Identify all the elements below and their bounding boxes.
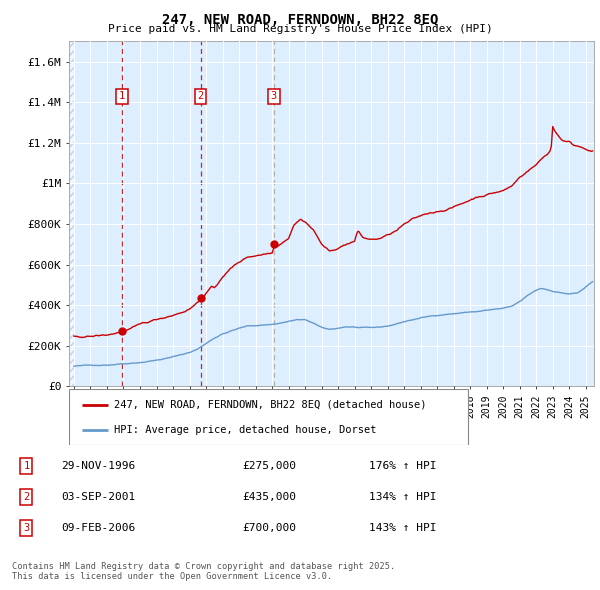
Text: 3: 3: [271, 91, 277, 101]
Text: 143% ↑ HPI: 143% ↑ HPI: [369, 523, 437, 533]
Text: £700,000: £700,000: [242, 523, 296, 533]
Text: 247, NEW ROAD, FERNDOWN, BH22 8EQ: 247, NEW ROAD, FERNDOWN, BH22 8EQ: [162, 13, 438, 27]
Text: This data is licensed under the Open Government Licence v3.0.: This data is licensed under the Open Gov…: [12, 572, 332, 581]
Text: 29-NOV-1996: 29-NOV-1996: [61, 461, 135, 471]
Text: 176% ↑ HPI: 176% ↑ HPI: [369, 461, 437, 471]
Text: 1: 1: [23, 461, 29, 471]
Text: 09-FEB-2006: 09-FEB-2006: [61, 523, 135, 533]
Text: 1: 1: [119, 91, 125, 101]
Bar: [69, 389, 468, 445]
Text: 247, NEW ROAD, FERNDOWN, BH22 8EQ (detached house): 247, NEW ROAD, FERNDOWN, BH22 8EQ (detac…: [113, 399, 426, 409]
Text: 2: 2: [197, 91, 204, 101]
Text: 03-SEP-2001: 03-SEP-2001: [61, 492, 135, 502]
Text: 134% ↑ HPI: 134% ↑ HPI: [369, 492, 437, 502]
Text: £275,000: £275,000: [242, 461, 296, 471]
Text: Price paid vs. HM Land Registry's House Price Index (HPI): Price paid vs. HM Land Registry's House …: [107, 24, 493, 34]
Text: 3: 3: [23, 523, 29, 533]
Text: Contains HM Land Registry data © Crown copyright and database right 2025.: Contains HM Land Registry data © Crown c…: [12, 562, 395, 571]
Text: £435,000: £435,000: [242, 492, 296, 502]
Text: 2: 2: [23, 492, 29, 502]
Text: HPI: Average price, detached house, Dorset: HPI: Average price, detached house, Dors…: [113, 425, 376, 435]
